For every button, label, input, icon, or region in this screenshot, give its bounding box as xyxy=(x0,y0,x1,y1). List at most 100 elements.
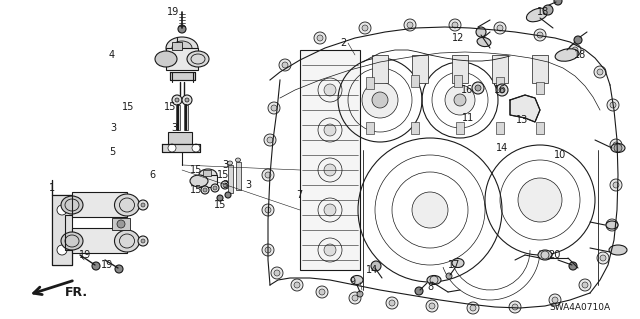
Ellipse shape xyxy=(115,230,140,252)
Circle shape xyxy=(213,186,217,190)
Circle shape xyxy=(267,137,273,143)
Text: 10: 10 xyxy=(554,150,566,160)
Text: 16: 16 xyxy=(461,85,473,95)
Circle shape xyxy=(512,304,518,310)
Polygon shape xyxy=(510,95,540,122)
Circle shape xyxy=(211,184,219,192)
Bar xyxy=(228,165,233,193)
Polygon shape xyxy=(170,72,195,80)
Circle shape xyxy=(446,273,452,279)
Text: FR.: FR. xyxy=(65,286,88,299)
Circle shape xyxy=(610,102,616,108)
Bar xyxy=(456,122,464,134)
Circle shape xyxy=(182,95,192,105)
Circle shape xyxy=(274,270,280,276)
Circle shape xyxy=(610,139,622,151)
Bar xyxy=(199,175,217,187)
Circle shape xyxy=(594,66,606,78)
Ellipse shape xyxy=(427,276,441,285)
Circle shape xyxy=(472,82,484,94)
Text: 6: 6 xyxy=(149,170,155,180)
Ellipse shape xyxy=(61,232,83,250)
Ellipse shape xyxy=(172,41,192,55)
Circle shape xyxy=(324,244,336,256)
Circle shape xyxy=(282,62,288,68)
Circle shape xyxy=(412,192,448,228)
Circle shape xyxy=(265,207,271,213)
Text: 3: 3 xyxy=(171,123,177,133)
Bar xyxy=(496,122,504,134)
Text: 19: 19 xyxy=(101,260,113,270)
Ellipse shape xyxy=(555,49,579,61)
Text: 2: 2 xyxy=(340,38,346,48)
Circle shape xyxy=(314,32,326,44)
Text: 3: 3 xyxy=(222,180,228,190)
Text: 7: 7 xyxy=(296,190,302,200)
Circle shape xyxy=(371,261,381,271)
Circle shape xyxy=(324,84,336,96)
Circle shape xyxy=(279,59,291,71)
Circle shape xyxy=(223,183,227,187)
Ellipse shape xyxy=(190,175,208,187)
Bar xyxy=(72,228,127,253)
Circle shape xyxy=(452,22,458,28)
Circle shape xyxy=(537,32,543,38)
Bar xyxy=(411,75,419,87)
Circle shape xyxy=(579,279,591,291)
Circle shape xyxy=(389,300,395,306)
Circle shape xyxy=(362,82,398,118)
Text: 11: 11 xyxy=(462,113,474,123)
Text: 18: 18 xyxy=(574,50,586,60)
Circle shape xyxy=(141,239,145,243)
Circle shape xyxy=(569,262,577,270)
Circle shape xyxy=(600,255,606,261)
Bar xyxy=(536,82,544,94)
Ellipse shape xyxy=(155,51,177,67)
Circle shape xyxy=(268,102,280,114)
Circle shape xyxy=(57,245,67,255)
Circle shape xyxy=(192,144,200,152)
Circle shape xyxy=(543,5,553,15)
Circle shape xyxy=(92,262,100,270)
Text: 4: 4 xyxy=(109,50,115,60)
Circle shape xyxy=(319,289,325,295)
Bar xyxy=(532,55,548,83)
Circle shape xyxy=(470,305,476,311)
Circle shape xyxy=(324,164,336,176)
Circle shape xyxy=(415,287,423,295)
Bar xyxy=(300,50,360,270)
Circle shape xyxy=(569,44,581,56)
Bar xyxy=(366,77,374,89)
Text: 15: 15 xyxy=(190,165,202,175)
Ellipse shape xyxy=(477,37,491,47)
Ellipse shape xyxy=(115,194,140,216)
Circle shape xyxy=(554,0,562,5)
Circle shape xyxy=(168,144,176,152)
Text: 1: 1 xyxy=(49,183,55,193)
Text: 14: 14 xyxy=(366,265,378,275)
Circle shape xyxy=(613,142,619,148)
Text: 15: 15 xyxy=(190,185,202,195)
Circle shape xyxy=(271,267,283,279)
Circle shape xyxy=(185,98,189,102)
Circle shape xyxy=(264,134,276,146)
Text: 15: 15 xyxy=(214,200,226,210)
Circle shape xyxy=(359,22,371,34)
Circle shape xyxy=(454,94,466,106)
Ellipse shape xyxy=(538,250,552,260)
Ellipse shape xyxy=(606,221,618,229)
Text: 17: 17 xyxy=(448,260,460,270)
Circle shape xyxy=(404,19,416,31)
Ellipse shape xyxy=(236,158,241,162)
Text: 8: 8 xyxy=(427,282,433,292)
Circle shape xyxy=(607,99,619,111)
Circle shape xyxy=(597,252,609,264)
Circle shape xyxy=(262,204,274,216)
Text: 19: 19 xyxy=(79,250,91,260)
Ellipse shape xyxy=(187,51,209,67)
Text: 18: 18 xyxy=(537,7,549,17)
Bar xyxy=(366,122,374,134)
Text: 13: 13 xyxy=(516,115,528,125)
Circle shape xyxy=(138,236,148,246)
Circle shape xyxy=(475,85,481,91)
